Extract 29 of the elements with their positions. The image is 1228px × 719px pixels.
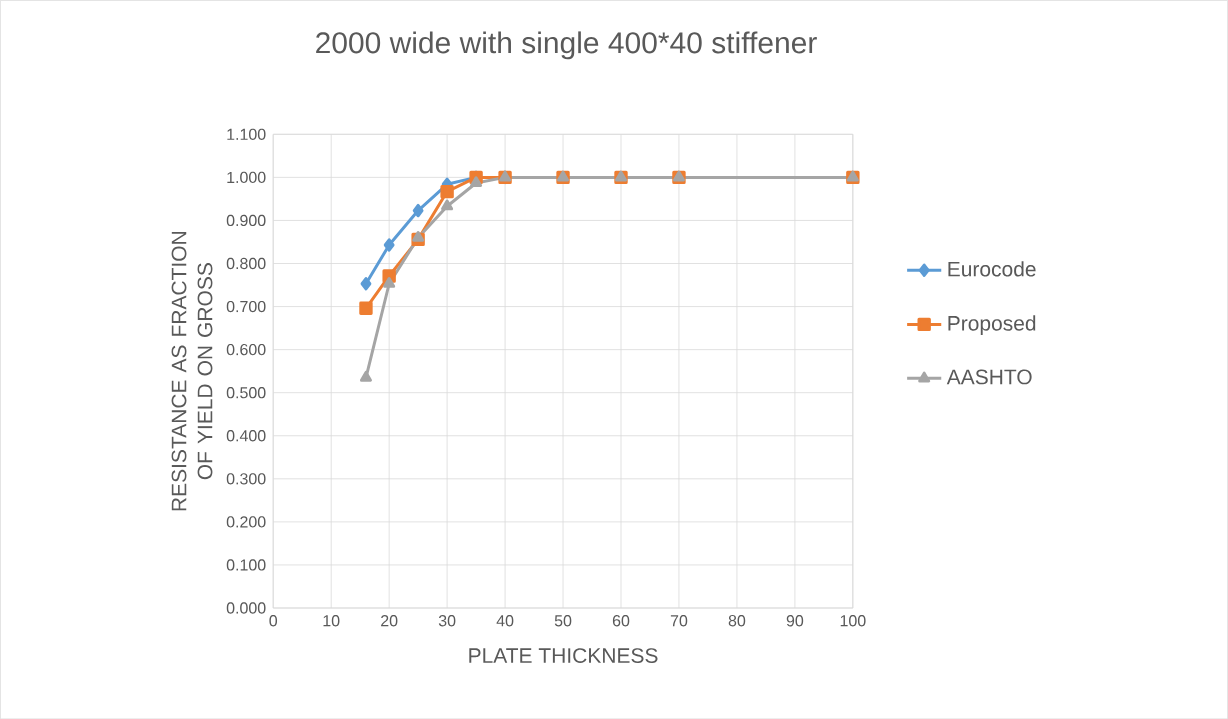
y-tick-label: 0.600 [226, 343, 266, 356]
chart-title: 2000 wide with single 400*40 stiffener [316, 31, 817, 60]
x-axis-title: PLATE THICKNESS [469, 647, 658, 663]
x-tick-label: 50 [554, 614, 572, 627]
y-tick-label: 1.100 [227, 128, 266, 140]
y-tick-label: 0.500 [226, 386, 266, 399]
x-tick-label: 60 [612, 614, 630, 627]
y-axis-title: RESISTANCE AS FRACTION OF YIELD ON GROSS [171, 231, 213, 511]
y-tick-label: 0.300 [226, 473, 266, 485]
legend-label: Proposed [948, 315, 1036, 335]
x-tick-label: 40 [496, 614, 514, 627]
y-tick-label: 0.100 [226, 559, 266, 571]
y-tick-label: 0.000 [226, 602, 266, 614]
x-tick-label: 80 [728, 614, 746, 627]
x-tick-label: 0 [269, 614, 278, 627]
x-tick-label: 20 [381, 614, 398, 627]
y-tick-label: 0.400 [226, 429, 266, 442]
legend-label: Eurocode [948, 260, 1036, 277]
y-tick-label: 1.000 [227, 171, 266, 183]
y-tick-label: 0.900 [226, 214, 266, 226]
x-tick-label: 10 [323, 614, 340, 627]
y-tick-label: 0.700 [226, 300, 266, 313]
legend-label: AASHTO [946, 369, 1032, 385]
y-tick-label: 0.800 [226, 257, 266, 269]
x-tick-label: 90 [786, 614, 804, 627]
y-tick-label: 0.200 [226, 516, 266, 528]
x-tick-label: 70 [670, 614, 688, 627]
x-tick-label: 30 [438, 614, 456, 627]
x-tick-label: 100 [840, 614, 866, 627]
